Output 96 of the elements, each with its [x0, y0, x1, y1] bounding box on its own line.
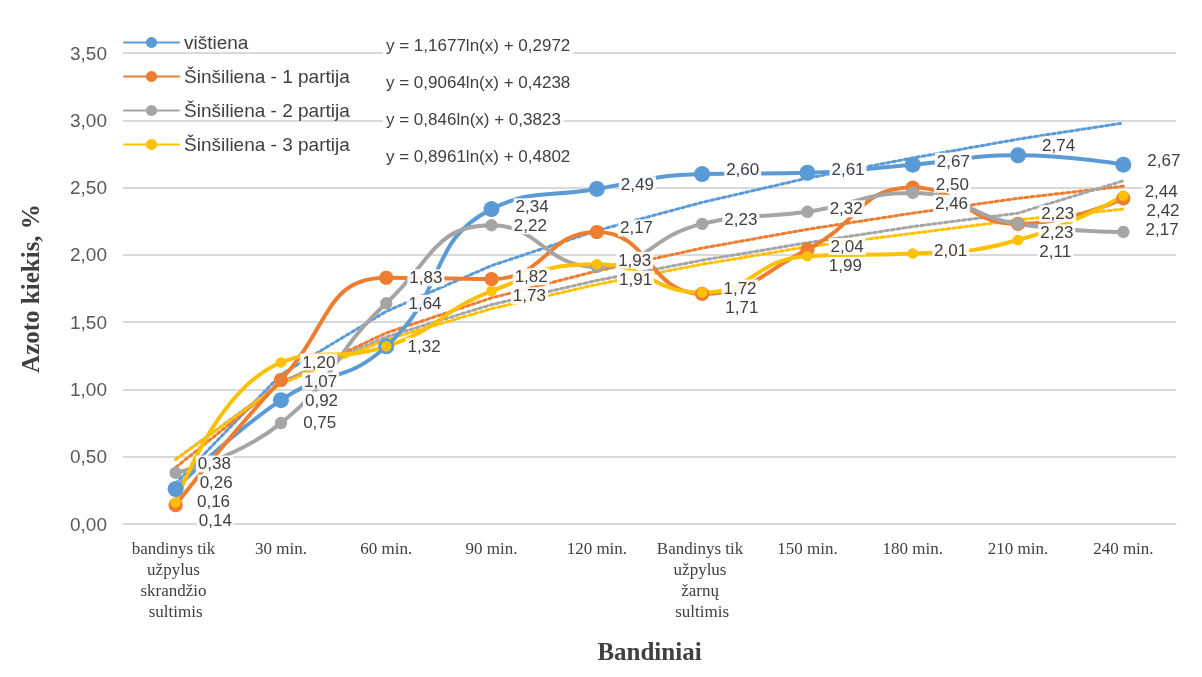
data-label: 0,14 [198, 511, 232, 531]
data-label: 1,64 [408, 293, 442, 313]
data-label: 1,07 [304, 371, 338, 391]
point [1117, 225, 1130, 239]
x-tick-label: 240 min. [1093, 539, 1154, 558]
point [694, 166, 711, 183]
point [484, 271, 499, 287]
point [274, 416, 288, 430]
data-label: 1,99 [828, 255, 862, 275]
data-label: 1,91 [619, 269, 653, 289]
point [167, 481, 184, 498]
y-tick-label: 0,00 [70, 513, 107, 535]
y-tick-label: 3,00 [70, 109, 107, 131]
point [802, 250, 813, 262]
data-label: 2,34 [515, 197, 549, 217]
y-tick-label: 1,00 [70, 378, 107, 400]
y-tick-label: 1,50 [70, 311, 107, 333]
x-tick-label: 30 min. [254, 539, 307, 558]
point [799, 164, 816, 181]
data-label: 2,17 [619, 218, 654, 238]
y-tick-label: 2,50 [70, 177, 107, 199]
point [591, 258, 603, 270]
data-label: 2,49 [620, 175, 654, 195]
point [1115, 156, 1132, 173]
point [273, 372, 289, 388]
data-label: 2,17 [1145, 219, 1179, 239]
x-tick-label: 210 min. [987, 539, 1049, 558]
point [589, 224, 604, 240]
point [169, 466, 182, 480]
point [1010, 147, 1027, 164]
point [907, 248, 919, 259]
point [486, 285, 497, 297]
data-label: 1,73 [512, 286, 546, 306]
y-tick-label: 2,00 [70, 244, 107, 266]
data-label: 2,67 [936, 151, 970, 171]
data-label: 1,82 [514, 267, 548, 287]
data-label: 2,74 [1042, 135, 1076, 155]
point [275, 357, 287, 368]
data-label: 2,23 [724, 209, 758, 229]
point [380, 297, 393, 310]
x-tick-label: 180 min. [882, 539, 943, 558]
data-label: 1,83 [409, 268, 443, 288]
data-label: 2,32 [829, 199, 863, 219]
legend-label: Šinšiliena - 2 partija [184, 100, 351, 121]
annotation: y = 0,8961ln(x) + 0,4802 [386, 147, 571, 166]
data-label: 2,50 [935, 174, 969, 194]
data-label: 2,01 [934, 240, 968, 260]
point [695, 217, 709, 231]
point [483, 201, 500, 218]
data-label: 1,72 [723, 278, 757, 298]
data-label: 1,32 [407, 336, 441, 356]
x-tick-label: 150 min. [777, 539, 838, 558]
data-label: 2,22 [513, 216, 547, 236]
point [170, 497, 181, 508]
x-tick-label: 60 min. [360, 539, 413, 558]
data-label: 0,16 [196, 492, 231, 512]
x-axis-title: Bandiniai [597, 638, 702, 665]
data-label: 1,93 [618, 250, 652, 270]
data-label: 2,23 [1040, 223, 1074, 243]
point [588, 180, 605, 197]
data-label: 1,20 [302, 352, 336, 372]
point [379, 270, 394, 285]
annotation: y = 0,9064ln(x) + 0,4238 [386, 73, 571, 92]
point [272, 392, 289, 409]
data-label: 2,61 [831, 160, 865, 180]
data-label: 2,04 [830, 236, 864, 256]
data-label: 2,60 [726, 160, 760, 180]
y-axis-title: Azoto kiekis, % [17, 204, 44, 373]
x-tick-label: 90 min. [465, 539, 518, 558]
data-label: 2,23 [1041, 204, 1075, 224]
data-label: 0,26 [199, 473, 233, 493]
y-tick-label: 3,50 [70, 42, 107, 64]
x-tick-label: bandinys tik užpylus skrandžio sultimis [131, 539, 220, 621]
point [906, 186, 919, 200]
point [801, 205, 814, 218]
data-label: 2,42 [1146, 200, 1180, 220]
data-label: 2,46 [934, 193, 969, 213]
point [1012, 234, 1024, 246]
data-label: 0,38 [197, 454, 231, 474]
legend-label: vištiena [184, 32, 249, 53]
x-tick-label: 120 min. [566, 539, 628, 558]
point [485, 219, 498, 232]
data-label: 2,44 [1144, 181, 1178, 201]
point [1118, 190, 1129, 201]
point [904, 156, 921, 173]
data-label: 1,71 [725, 297, 759, 317]
legend-label: Šinšiliena - 1 partija [184, 66, 351, 87]
y-tick-label: 0,50 [70, 446, 107, 468]
annotation: y = 0,846ln(x) + 0,3823 [386, 110, 561, 129]
data-label: 0,75 [303, 413, 337, 433]
data-label: 2,11 [1039, 242, 1072, 262]
x-tick-label: Bandinys tik užpylus žarnų sultimis [656, 539, 748, 621]
legend-label: Šinšiliena - 3 partija [184, 134, 351, 155]
data-label: 0,92 [304, 390, 339, 410]
data-label: 2,67 [1147, 150, 1181, 170]
annotation: y = 1,1677ln(x) + 0,2972 [386, 36, 571, 55]
